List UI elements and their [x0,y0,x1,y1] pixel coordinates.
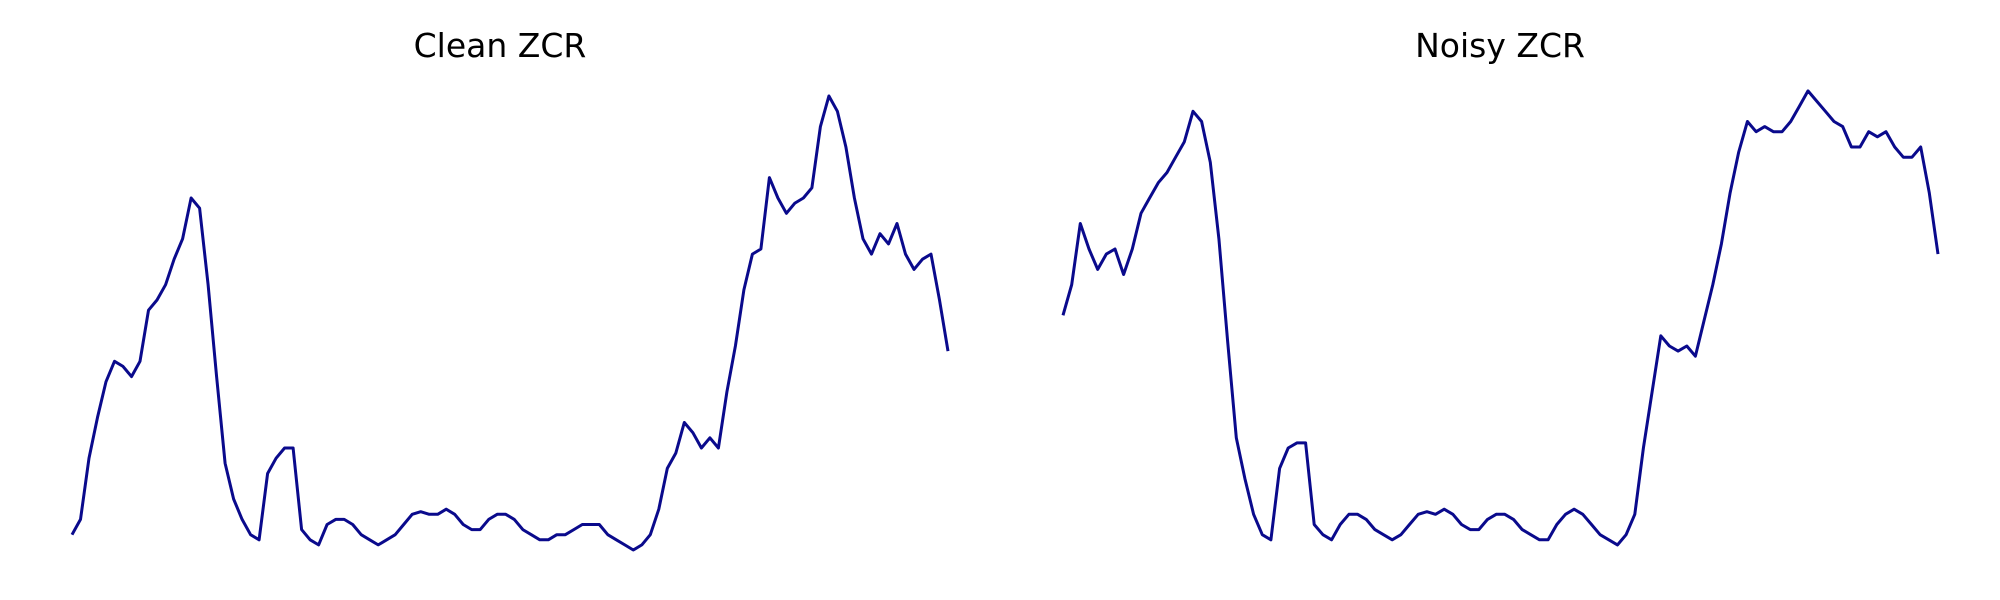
noisy-zcr-title: Noisy ZCR [1415,26,1585,65]
noisy-zcr-line [1061,89,1940,547]
noisy-zcr-plot [1061,89,1940,547]
clean-zcr-plot [70,94,950,552]
noisy-zcr-panel: Noisy ZCR [1000,0,2000,600]
clean-zcr-line [70,94,950,552]
clean-zcr-panel: Clean ZCR [70,26,950,552]
clean-zcr-title: Clean ZCR [413,26,587,65]
